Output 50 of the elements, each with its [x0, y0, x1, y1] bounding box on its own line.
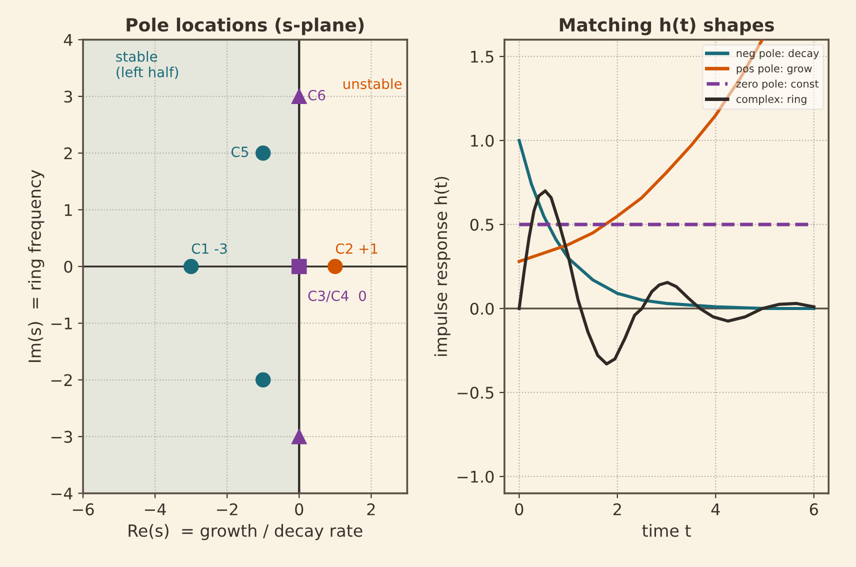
y-tick-label: 1.0	[471, 134, 494, 147]
point	[255, 372, 271, 388]
x-tick-label: 6	[810, 503, 818, 516]
x-tick-label: 2	[367, 503, 375, 516]
annotation: C2 +1	[336, 243, 378, 254]
y-axis-title: Im(s) = ring frequency	[28, 170, 44, 362]
legend-label: complex: ring	[736, 94, 806, 106]
y-tick-label: −3	[51, 430, 72, 443]
y-axis-title: impulse response h(t)	[434, 176, 450, 356]
legend-label: pos pole: grow	[736, 64, 812, 74]
annotation: unstable	[343, 78, 402, 90]
line-series	[518, 138, 816, 310]
x-tick-label: 4	[711, 504, 720, 516]
y-tick-label: 3	[64, 90, 72, 103]
legend-label: neg pole: decay	[736, 49, 819, 60]
point	[292, 428, 307, 444]
y-tick-label: 0.0	[470, 302, 494, 315]
y-tick-label: −1	[51, 318, 72, 330]
point	[292, 258, 307, 274]
x-axis-title: time t	[642, 524, 691, 537]
line-series	[518, 189, 816, 366]
annotation: C3/C4 0	[308, 290, 366, 302]
x-tick-label: −2	[217, 503, 238, 516]
x-tick-label: 2	[614, 503, 621, 516]
x-tick-label: 0	[515, 503, 524, 516]
y-tick-label: 4	[64, 34, 72, 46]
chart-title: Pole locations (s-plane)	[126, 18, 364, 36]
y-tick-label: −1.0	[458, 470, 494, 483]
y-tick-label: −2	[51, 374, 72, 386]
x-tick-label: 0	[295, 503, 304, 516]
annotation: C1 -3	[192, 243, 227, 254]
y-tick-label: 0	[64, 260, 72, 273]
y-tick-label: −4	[51, 488, 72, 500]
point	[183, 258, 199, 274]
x-tick-label: −6	[72, 503, 94, 516]
annotation: C6	[308, 90, 326, 100]
x-axis-title: Re(s) = growth / decay rate	[128, 524, 362, 540]
point	[292, 88, 307, 104]
y-tick-label: 1.5	[471, 50, 494, 63]
x-tick-label: −4	[144, 504, 166, 516]
chart-title: Matching h(t) shapes	[560, 18, 774, 36]
legend-label: zero pole: const	[736, 80, 819, 90]
y-tick-label: 1	[64, 204, 72, 216]
point	[255, 145, 271, 161]
annotation: C5	[231, 146, 248, 158]
band-label: stable (left half)	[116, 51, 178, 79]
point	[328, 258, 343, 274]
y-tick-label: 0.5	[470, 218, 494, 231]
y-tick-label: −0.5	[458, 386, 494, 399]
y-tick-label: 2	[64, 147, 72, 160]
